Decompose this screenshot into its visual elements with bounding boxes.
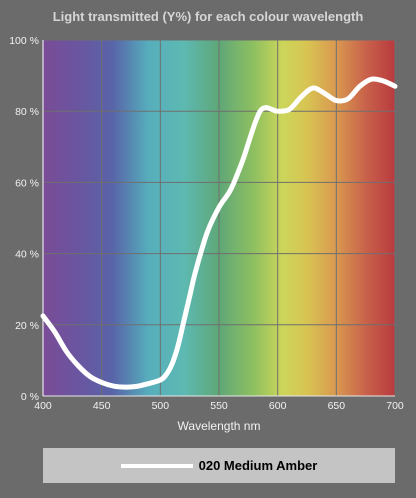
- series-group: [40, 76, 398, 390]
- y-tick-label: 20 %: [15, 320, 39, 332]
- y-tick-label: 40 %: [15, 249, 39, 261]
- series-line: [40, 76, 398, 390]
- x-tick-label: 400: [34, 400, 52, 412]
- y-tick-label: 60 %: [15, 177, 39, 189]
- x-tick-label: 450: [93, 400, 111, 412]
- x-tick-label: 600: [269, 400, 287, 412]
- y-tick-label: 100 %: [9, 35, 39, 47]
- chart-title: Light transmitted (Y%) for each colour w…: [52, 9, 364, 24]
- axes: [42, 40, 395, 397]
- grid-lines: [43, 39, 396, 396]
- x-tick-label: 500: [152, 400, 170, 412]
- x-axis-label: Wavelength nm: [178, 419, 261, 433]
- legend-swatch: [120, 463, 193, 468]
- x-tick-label: 650: [328, 400, 346, 412]
- y-tick-label: 0 %: [21, 391, 39, 403]
- legend-label: 020 Medium Amber: [198, 458, 318, 473]
- x-tick-label: 550: [210, 400, 228, 412]
- y-tick-label: 80 %: [15, 106, 39, 118]
- x-tick-label: 700: [386, 400, 404, 412]
- tick-labels: 400 450 500 550 600 650 700 0 % 20 % 40 % 60 % 80 %…: [9, 35, 404, 412]
- legend: 020 Medium Amber: [43, 448, 395, 483]
